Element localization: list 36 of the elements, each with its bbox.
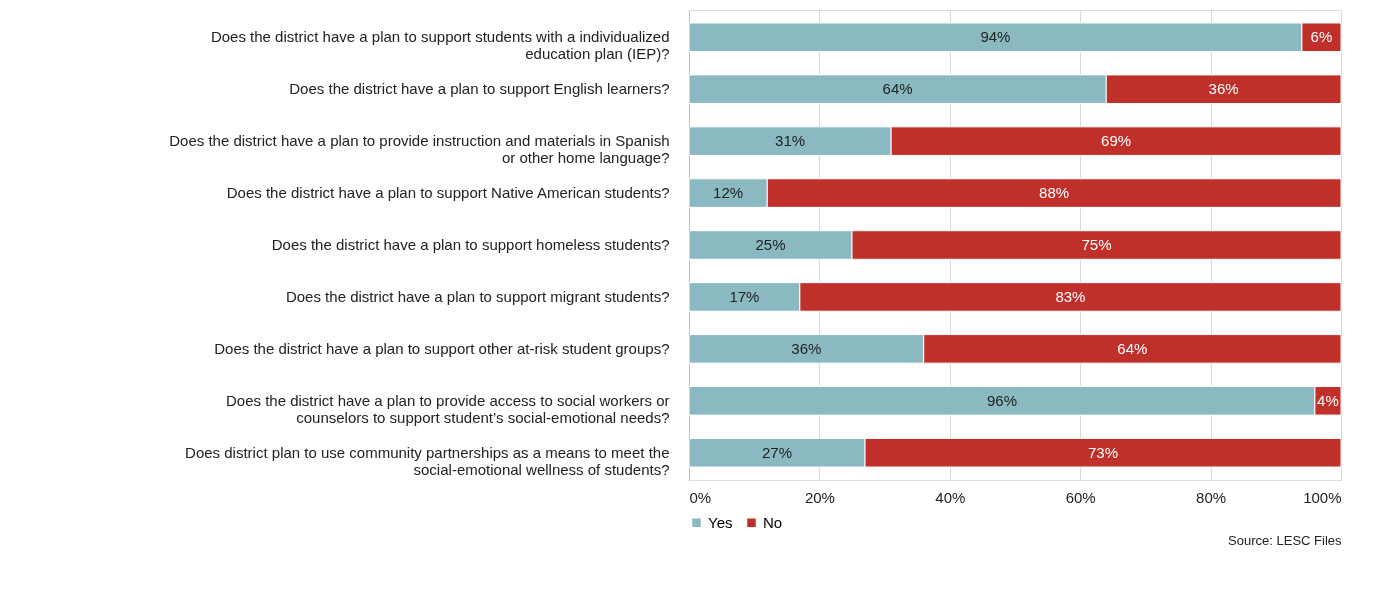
data-label: 64% bbox=[1117, 339, 1148, 357]
data-label: 36% bbox=[1208, 80, 1239, 98]
data-label: 27% bbox=[762, 443, 793, 461]
data-label: 17% bbox=[729, 287, 760, 305]
y-tick-label: Does the district have a plan to provide instruction and materials in Spanish or other home language? bbox=[169, 132, 670, 167]
data-label: 31% bbox=[775, 132, 806, 150]
data-label: 64% bbox=[882, 80, 913, 98]
x-tick-label: 60% bbox=[1065, 488, 1096, 506]
data-label: 83% bbox=[1055, 287, 1086, 305]
data-label: 75% bbox=[1081, 236, 1112, 253]
legend-label: No bbox=[763, 513, 783, 531]
data-label: 94% bbox=[980, 28, 1011, 46]
data-label: 96% bbox=[986, 391, 1017, 409]
y-tick-label: Does the district have a plan to provide access to social workers or counselors to support student’s social-emotional needs? bbox=[225, 391, 670, 426]
y-tick-label: Does the district have a plan to support students with a individualized education plan (IEP)? bbox=[210, 28, 670, 63]
source-note: Source: LESC Files bbox=[1228, 533, 1342, 548]
y-tick-label: Does district plan to use community partnerships as a means to meet the social-emotional wellness of students? bbox=[185, 443, 670, 478]
data-label: 4% bbox=[1317, 391, 1339, 409]
data-label: 12% bbox=[713, 184, 744, 202]
data-label: 25% bbox=[755, 236, 786, 253]
data-label: 6% bbox=[1310, 28, 1333, 46]
x-tick-label: 40% bbox=[935, 488, 966, 506]
y-tick-label: Does the district have a plan to support other at-risk student groups? bbox=[214, 339, 670, 357]
data-label: 88% bbox=[1039, 184, 1070, 202]
x-tick-label: 80% bbox=[1196, 488, 1227, 506]
data-label: 69% bbox=[1101, 132, 1132, 150]
y-tick-label: Does the district have a plan to support homeless students? bbox=[271, 236, 670, 253]
y-tick-label: Does the district have a plan to support migrant students? bbox=[285, 287, 670, 305]
data-label: 36% bbox=[791, 339, 822, 357]
legend-label: Yes bbox=[708, 513, 733, 531]
x-tick-label: 20% bbox=[804, 488, 835, 506]
data-label: 73% bbox=[1088, 443, 1119, 461]
y-tick-label: Does the district have a plan to support English learners? bbox=[289, 80, 670, 98]
x-tick-label: 0% bbox=[689, 488, 712, 506]
x-tick-label: 100% bbox=[1303, 488, 1342, 506]
y-tick-label: Does the district have a plan to support Native American students? bbox=[226, 184, 670, 202]
